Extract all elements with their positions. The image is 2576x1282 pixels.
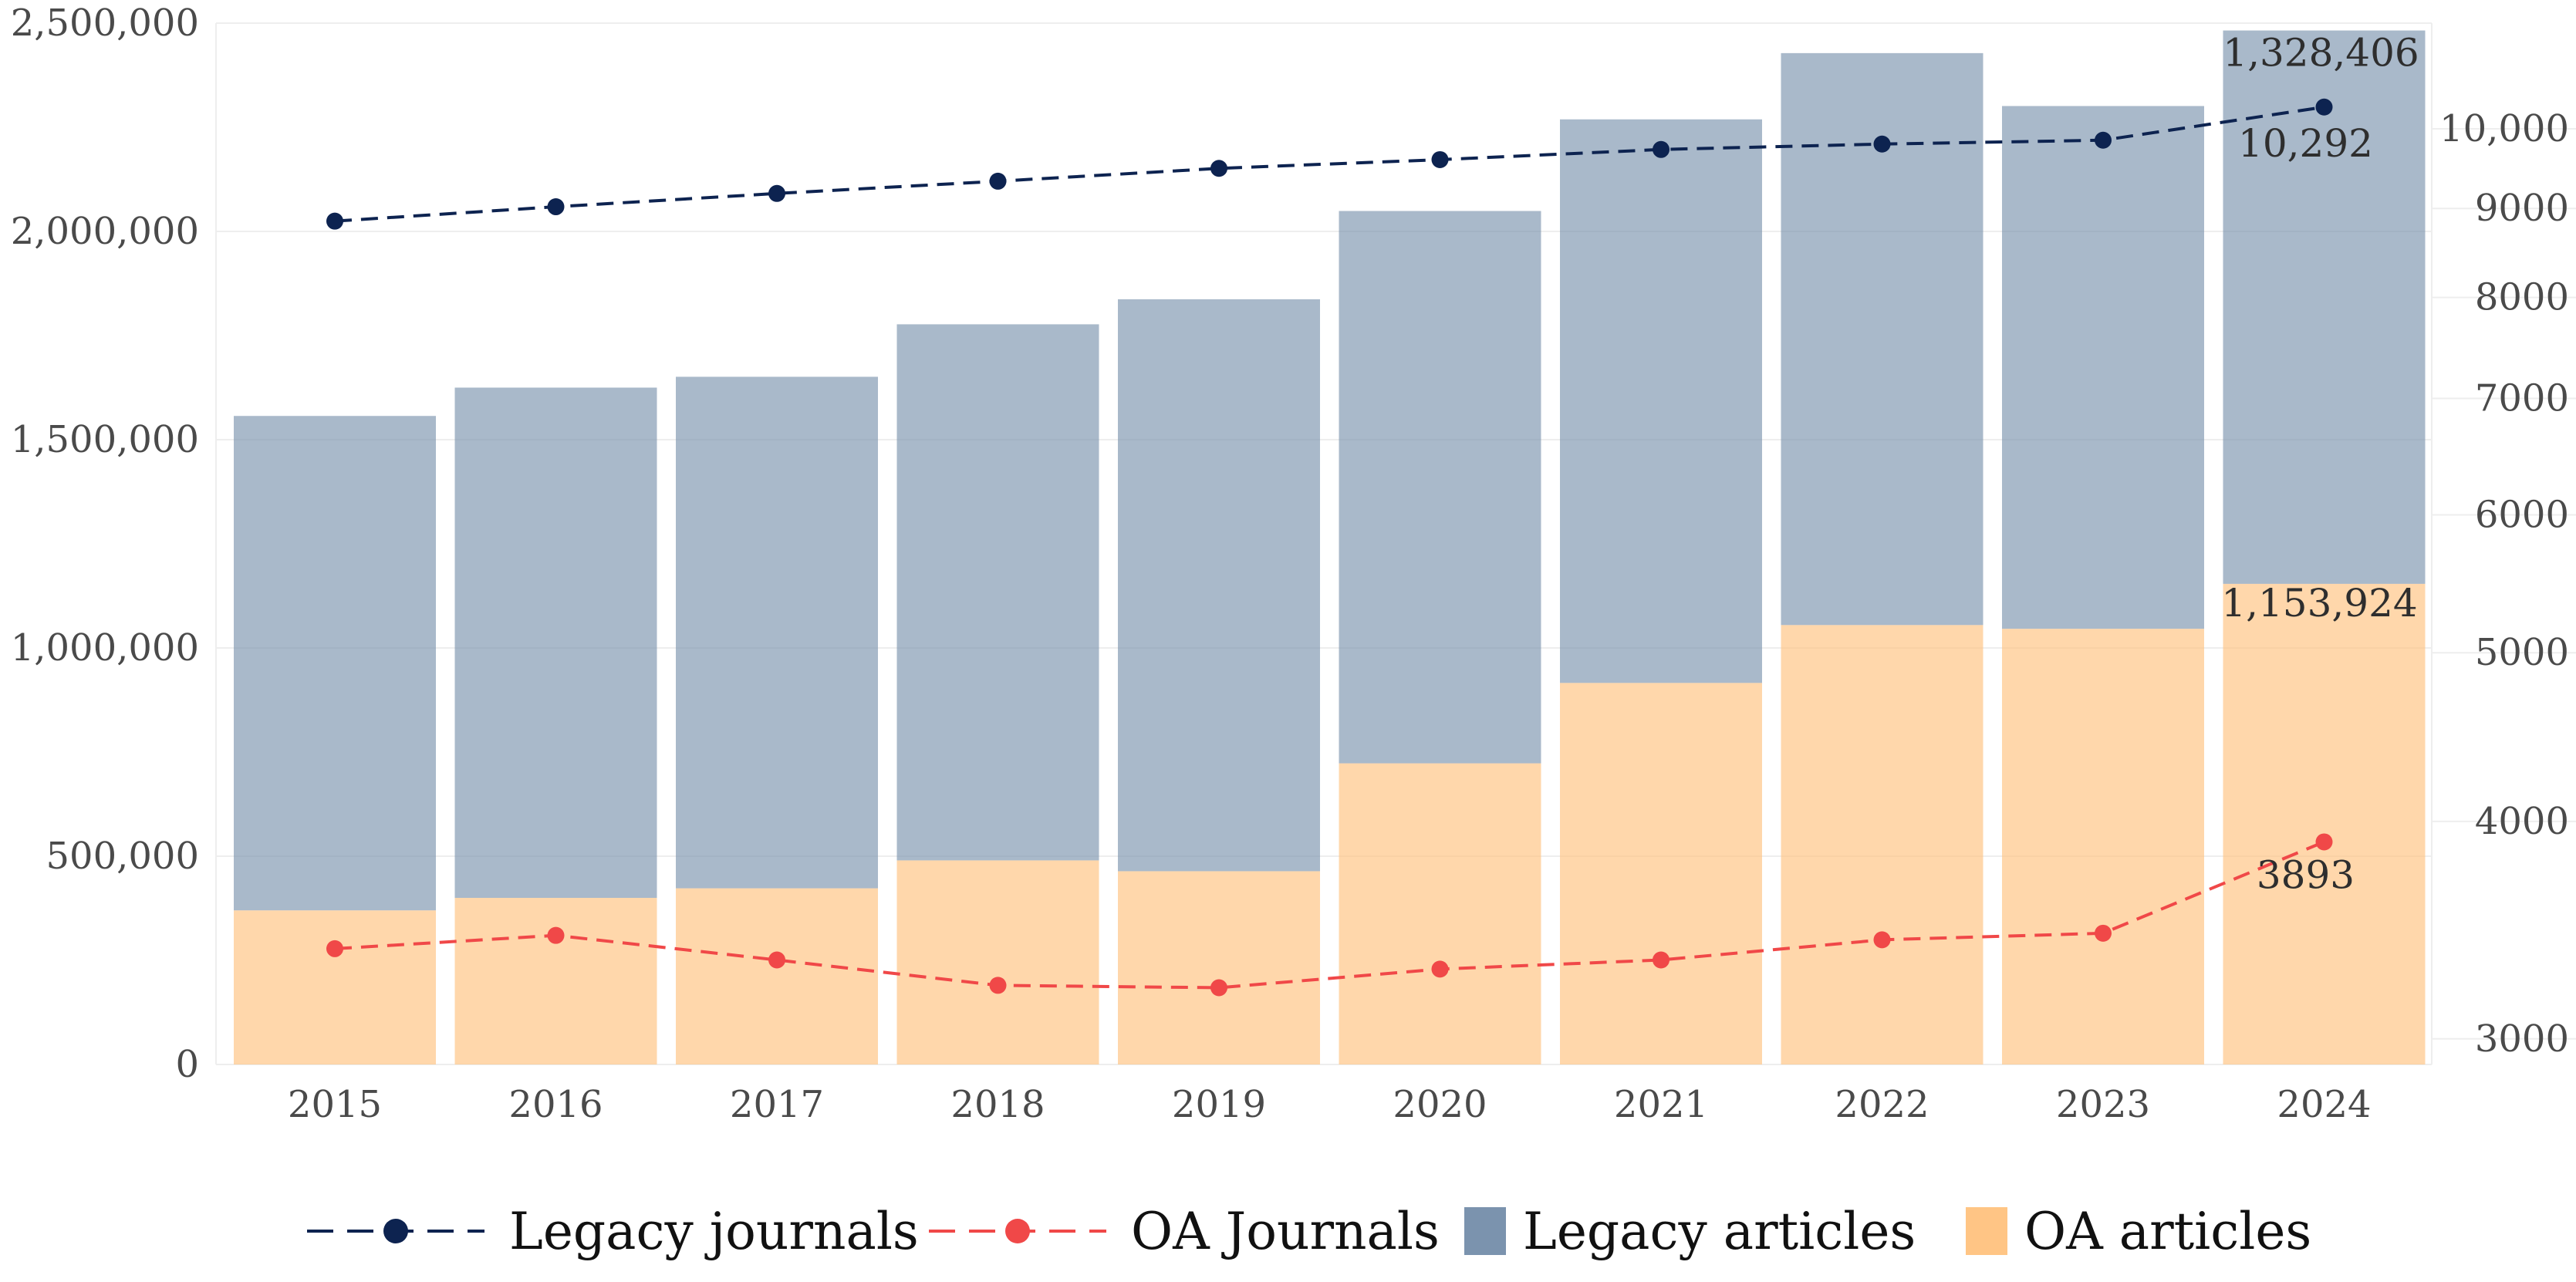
x-tick-label-2019: 2019 xyxy=(1172,1083,1266,1126)
bar-oa-articles-2023 xyxy=(2002,629,2204,1064)
point-oa-journals-2015 xyxy=(326,940,343,957)
bar-oa-articles-2019 xyxy=(1118,871,1320,1064)
legend-item-legacy-articles: Legacy articles xyxy=(1464,1202,1916,1261)
point-legacy-journals-2023 xyxy=(2095,131,2112,149)
bar-legacy-articles-2020 xyxy=(1339,211,1541,764)
x-tick-label-2021: 2021 xyxy=(1614,1083,1708,1126)
point-legacy-journals-2021 xyxy=(1653,140,1670,158)
point-oa-journals-2020 xyxy=(1431,960,1449,978)
line-oa-journals xyxy=(334,840,2325,990)
bar-legacy-articles-2015 xyxy=(234,416,436,911)
legend-label: Legacy journals xyxy=(509,1202,919,1261)
point-legacy-journals-2022 xyxy=(1873,135,1891,153)
bar-oa-articles-2018 xyxy=(896,860,1099,1064)
left-tick-label: 1,000,000 xyxy=(11,626,199,670)
bar-oa-articles-2024 xyxy=(2223,583,2426,1064)
data-label-oa-journals: 3893 xyxy=(2257,852,2355,897)
point-oa-journals-2022 xyxy=(1873,931,1891,949)
right-tick-label: 5000 xyxy=(2475,631,2569,674)
right-tick-label: 6000 xyxy=(2475,494,2569,537)
bar-oa-articles-2020 xyxy=(1339,763,1541,1064)
point-oa-journals-2024 xyxy=(2315,833,2333,851)
point-legacy-journals-2024 xyxy=(2315,98,2333,116)
legend-item-legacy-journals: Legacy journals xyxy=(307,1202,919,1261)
legend-swatch-marker xyxy=(1005,1219,1030,1243)
right-tick-label: 10,000 xyxy=(2439,107,2569,150)
axes: 0 500,000 1,000,000 1,500,000 2,000,000 2,500… xyxy=(11,2,2569,1126)
bar-legacy-articles-2018 xyxy=(896,324,1099,861)
x-tick-label-2017: 2017 xyxy=(730,1083,824,1126)
point-legacy-journals-2019 xyxy=(1210,160,1227,177)
legend: Legacy journals OA Journals Legacy article… xyxy=(307,1202,2311,1261)
point-oa-journals-2023 xyxy=(2095,924,2112,942)
bar-oa-articles-2016 xyxy=(454,898,657,1064)
point-legacy-journals-2016 xyxy=(547,198,565,216)
x-tick-label-2020: 2020 xyxy=(1393,1083,1487,1126)
bar-legacy-articles-2017 xyxy=(676,376,878,889)
point-legacy-journals-2017 xyxy=(768,184,785,202)
point-oa-journals-2019 xyxy=(1210,979,1227,997)
legend-label: OA Journals xyxy=(1131,1202,1440,1261)
bar-oa-articles-2022 xyxy=(1781,625,1983,1064)
right-tick-label: 4000 xyxy=(2475,800,2569,843)
x-tick-label-2018: 2018 xyxy=(950,1083,1045,1126)
point-oa-journals-2016 xyxy=(547,926,565,944)
point-legacy-journals-2018 xyxy=(989,172,1007,190)
bars xyxy=(234,30,2426,1064)
right-tick-label: 3000 xyxy=(2475,1017,2569,1061)
lines xyxy=(326,98,2333,997)
point-oa-journals-2017 xyxy=(768,951,785,969)
data-label-oa-articles: 1,153,924 xyxy=(2221,581,2417,626)
data-label-legacy-journals: 10,292 xyxy=(2238,121,2373,166)
bar-oa-articles-2017 xyxy=(676,888,878,1064)
legend-label: Legacy articles xyxy=(1523,1202,1916,1261)
right-tick-label: 9000 xyxy=(2475,187,2569,230)
bar-legacy-articles-2021 xyxy=(1560,119,1762,683)
left-tick-label: 2,500,000 xyxy=(11,2,199,45)
bar-legacy-articles-2024 xyxy=(2223,30,2426,584)
bar-legacy-articles-2019 xyxy=(1118,299,1320,872)
data-label-legacy-articles: 1,328,406 xyxy=(2223,31,2419,76)
legend-label: OA articles xyxy=(2024,1202,2311,1261)
left-tick-label: 1,500,000 xyxy=(11,418,199,461)
data-labels: 1,328,406 1,153,924 10,292 3893 xyxy=(2221,31,2419,898)
legend-item-oa-journals: OA Journals xyxy=(929,1202,1440,1261)
x-tick-label-2023: 2023 xyxy=(2056,1083,2150,1126)
point-legacy-journals-2020 xyxy=(1431,150,1449,168)
right-tick-label: 8000 xyxy=(2475,276,2569,319)
legend-swatch-box xyxy=(1966,1207,2007,1255)
bar-oa-articles-2021 xyxy=(1560,683,1762,1064)
left-tick-label: 500,000 xyxy=(46,835,200,878)
legend-swatch-box xyxy=(1464,1207,1506,1255)
bar-legacy-articles-2023 xyxy=(2002,106,2204,629)
point-oa-journals-2021 xyxy=(1653,951,1670,969)
legend-item-oa-articles: OA articles xyxy=(1966,1202,2311,1261)
right-tick-label: 7000 xyxy=(2475,376,2569,420)
x-tick-label-2016: 2016 xyxy=(508,1083,603,1126)
x-tick-label-2015: 2015 xyxy=(288,1083,382,1126)
x-tick-label-2024: 2024 xyxy=(2277,1083,2371,1126)
legend-swatch-marker xyxy=(383,1219,408,1243)
line-legacy-journals xyxy=(334,105,2324,223)
left-tick-label: 2,000,000 xyxy=(11,210,199,253)
bar-legacy-articles-2016 xyxy=(454,387,657,898)
point-oa-journals-2018 xyxy=(989,977,1007,994)
x-tick-label-2022: 2022 xyxy=(1835,1083,1929,1126)
point-legacy-journals-2015 xyxy=(326,212,343,230)
left-tick-label: 0 xyxy=(175,1043,199,1086)
bar-oa-articles-2015 xyxy=(234,910,436,1064)
